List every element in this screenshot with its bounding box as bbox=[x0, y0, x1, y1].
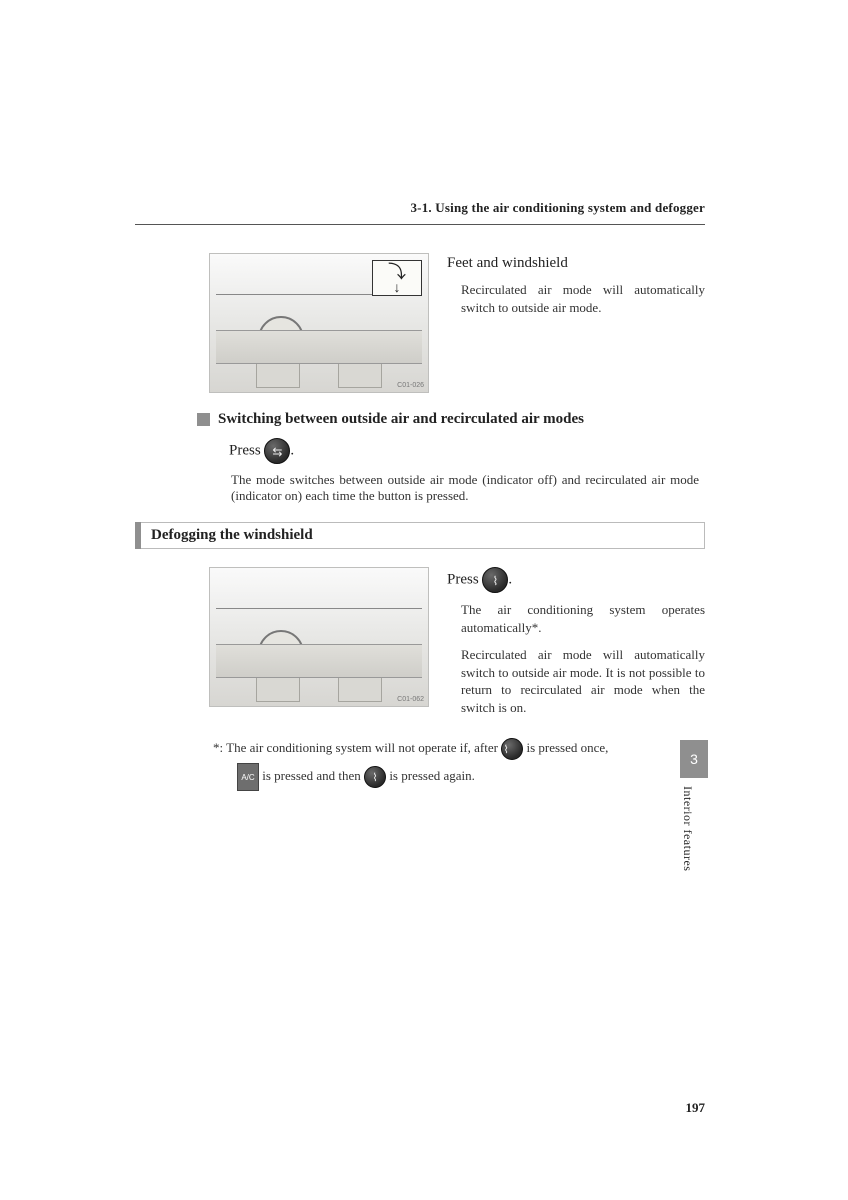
dashboard-illustration-defog: C01-062 bbox=[209, 567, 429, 707]
steering-wheel-graphic bbox=[258, 316, 304, 362]
section-description: Recirculated air mode will automatically… bbox=[447, 646, 705, 716]
chapter-tab-label: Interior features bbox=[680, 778, 701, 908]
defrost-button-icon: ⌇ bbox=[364, 766, 386, 788]
image-code: C01-062 bbox=[397, 696, 424, 703]
steering-wheel-graphic bbox=[258, 630, 304, 676]
airflow-inset-icon: ⤵︎↓ bbox=[372, 260, 422, 296]
seat-graphic bbox=[256, 358, 300, 388]
text: Press bbox=[229, 442, 264, 458]
seat-graphic bbox=[256, 672, 300, 702]
subheading: Switching between outside air and recirc… bbox=[218, 411, 584, 428]
switch-description: The mode switches between outside air mo… bbox=[135, 472, 705, 504]
recirculate-button-icon: ⇆ bbox=[264, 438, 290, 464]
defrost-button-icon: ⌇ bbox=[501, 738, 523, 760]
text: is pressed once, bbox=[523, 740, 608, 755]
airflow-glyph: ⤵︎ bbox=[388, 262, 406, 282]
section-description: Recirculated air mode will automatically… bbox=[447, 281, 705, 316]
section-bar-title: Defogging the windshield bbox=[141, 522, 705, 549]
seat-graphic bbox=[338, 672, 382, 702]
section-description: The air conditioning system operates aut… bbox=[447, 601, 705, 636]
section-title: Feet and windshield bbox=[447, 253, 705, 273]
defrost-button-icon: ⌇ bbox=[482, 567, 508, 593]
text: is pressed and then bbox=[259, 768, 364, 783]
seat-graphic bbox=[338, 358, 382, 388]
text: is pressed again. bbox=[386, 768, 475, 783]
text: *: The air conditioning system will not … bbox=[213, 740, 501, 755]
ac-button-icon: A/C bbox=[237, 763, 259, 791]
press-instruction: Press ⇆. bbox=[135, 438, 705, 464]
text: . bbox=[508, 571, 512, 587]
divider bbox=[135, 224, 705, 225]
bullet-square-icon bbox=[197, 413, 210, 426]
chapter-header: 3-1. Using the air conditioning system a… bbox=[135, 200, 705, 224]
image-code: C01-026 bbox=[397, 382, 424, 389]
text: . bbox=[290, 442, 294, 458]
press-instruction: Press ⌇. bbox=[447, 567, 705, 593]
dashboard-illustration-feet-windshield: ⤵︎↓ C01-026 bbox=[209, 253, 429, 393]
text: Press bbox=[447, 571, 482, 587]
page-number: 197 bbox=[686, 1100, 706, 1116]
footnote: *: The air conditioning system will not … bbox=[135, 734, 705, 790]
chapter-tab-number: 3 bbox=[680, 740, 708, 778]
